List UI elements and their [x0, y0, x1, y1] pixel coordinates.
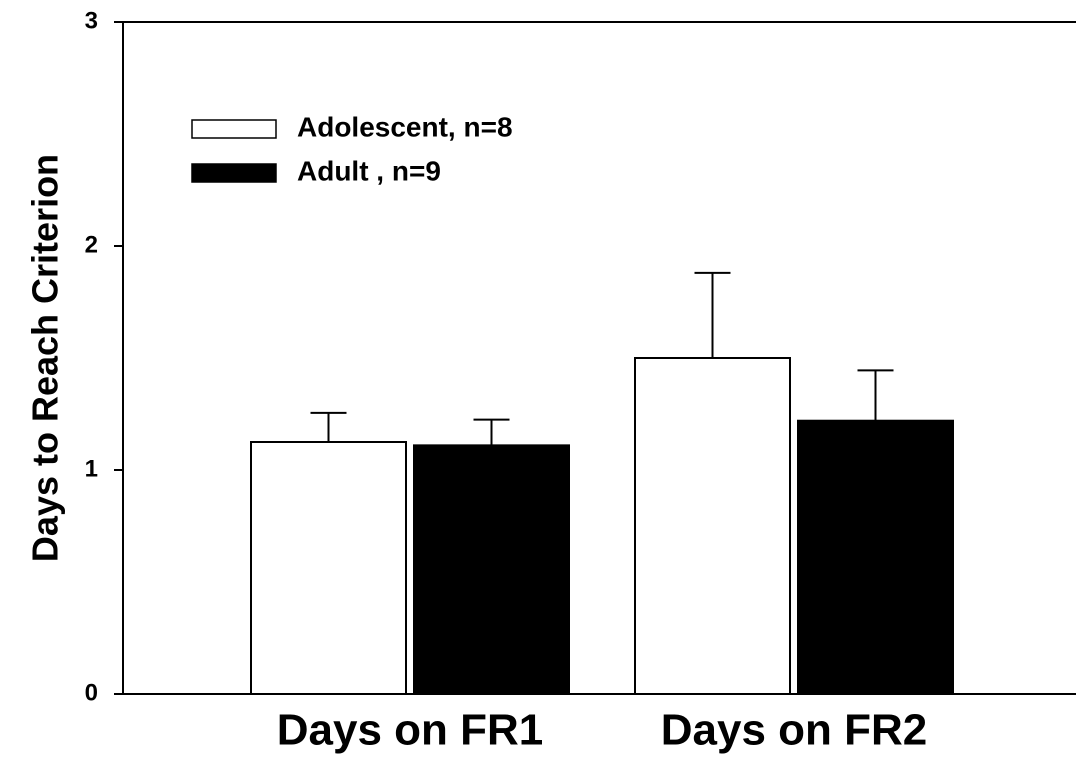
y-axis-title-group: Days to Reach Criterion: [25, 154, 66, 562]
legend: Adolescent, n=8 Adult , n=9: [191, 111, 513, 186]
bar: [634, 357, 791, 695]
error-bars: [310, 271, 894, 446]
bar: [250, 441, 407, 695]
y-tick-label: 0: [85, 679, 98, 706]
bar: [413, 444, 570, 695]
x-category-label: Days on FR2: [661, 706, 928, 755]
y-axis-title: Days to Reach Criterion: [25, 154, 66, 562]
y-tick-label: 2: [85, 231, 98, 258]
y-tick-label: 3: [85, 7, 98, 34]
x-category-label: Days on FR1: [277, 706, 544, 755]
legend-swatch: [191, 119, 277, 139]
bars: [250, 357, 954, 695]
bar: [797, 419, 954, 695]
y-tick-label: 1: [85, 455, 98, 482]
legend-label: Adult , n=9: [297, 155, 441, 186]
legend-label: Adolescent, n=8: [297, 111, 513, 142]
legend-swatch: [191, 163, 277, 183]
